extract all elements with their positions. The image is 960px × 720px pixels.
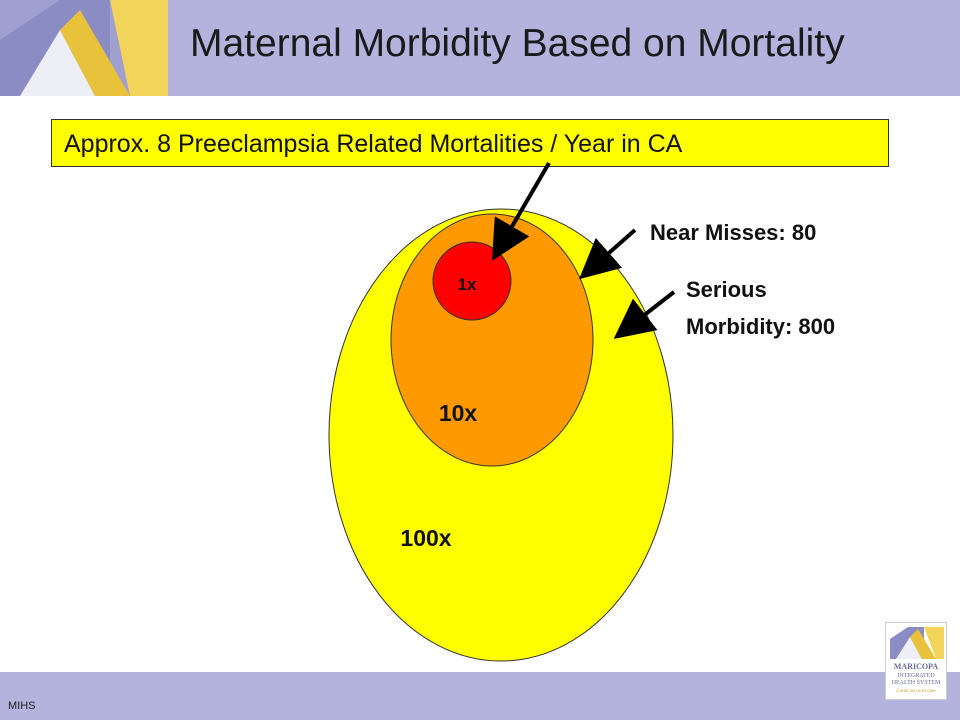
mortality-callout: Approx. 8 Preeclampsia Related Mortaliti… xyxy=(51,119,889,167)
slide-title: Maternal Morbidity Based on Mortality xyxy=(190,22,845,65)
logo-line-4: Count on us to care xyxy=(896,689,936,694)
arrow-near-misses xyxy=(578,228,637,280)
inner-circle xyxy=(432,241,512,321)
logo-line-2: INTEGRATED xyxy=(897,673,935,679)
footer-text: MIHS xyxy=(8,700,36,712)
maricopa-logo: MARICOPA INTEGRATED HEALTH SYSTEM Count … xyxy=(885,622,947,700)
header-logo xyxy=(0,0,168,96)
mountain-logo-icon xyxy=(0,0,168,96)
maricopa-mountain-icon xyxy=(890,627,944,659)
middle-label: 10x xyxy=(439,400,478,426)
serious-morbidity-label-line1: Serious xyxy=(686,277,767,302)
inner-label: 1x xyxy=(458,275,477,294)
logo-line-1: MARICOPA xyxy=(893,662,939,671)
footer-band xyxy=(0,672,960,720)
near-misses-label: Near Misses: 80 xyxy=(650,220,816,245)
serious-morbidity-label-line2: Morbidity: 800 xyxy=(686,314,835,339)
arrow-serious-morbidity xyxy=(613,290,676,339)
outer-label: 100x xyxy=(400,525,451,551)
logo-line-3: HEALTH SYSTEM xyxy=(891,680,941,686)
arrow-callout-to-inner xyxy=(491,161,551,261)
